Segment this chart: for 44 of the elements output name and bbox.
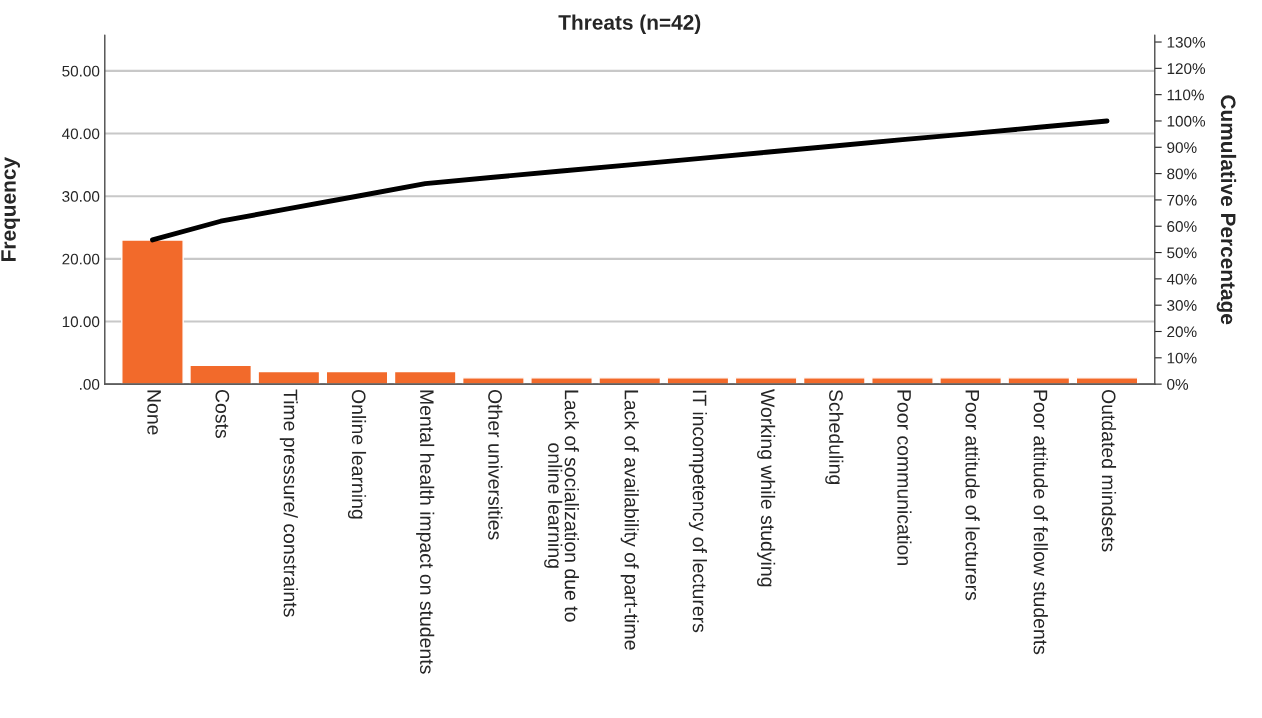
x-tick-label: Lack of availability of part-time — [620, 390, 639, 650]
y2-tick-label: 70% — [1167, 194, 1197, 206]
x-tick-label: Time pressure/ constraints — [279, 389, 298, 617]
y-tick-label: 40.00 — [62, 128, 100, 140]
y2-tick-label: 120% — [1167, 63, 1206, 75]
y2-tick-label: 110% — [1167, 89, 1204, 101]
x-tick-label: IT incompetency of lecturers — [688, 390, 707, 633]
y2-tick-label: 10% — [1167, 352, 1197, 364]
y2-tick-label: 130% — [1167, 36, 1206, 48]
y-tick-label: 10.00 — [62, 316, 100, 328]
bar — [121, 239, 184, 385]
y-tick-label: 20.00 — [62, 253, 100, 265]
y-tick-label: 50.00 — [62, 65, 100, 77]
x-tick-label: Lack of socialization due to online learning — [544, 390, 579, 622]
bar — [257, 370, 321, 385]
x-tick-label: Online learning — [347, 389, 367, 519]
y2-tick-label: 80% — [1167, 168, 1197, 180]
y2-tick-label: 60% — [1167, 221, 1197, 232]
y2-tick-label: 20% — [1167, 326, 1197, 338]
x-tick-label: Poor attitude of lecturers — [965, 390, 980, 601]
x-tick-label: Poor attitude of fellow students — [1033, 390, 1048, 655]
y2-axis-title: Cumulative Percentage — [1216, 95, 1237, 325]
x-tick-label: None — [147, 390, 161, 435]
x-tick-label: Other universities — [488, 389, 503, 540]
line-series — [150, 118, 1110, 243]
y2-tick-label: 30% — [1167, 300, 1197, 311]
y2-tick-label: 0% — [1167, 379, 1189, 390]
bar — [393, 370, 457, 385]
y2-tick-label: 50% — [1167, 247, 1197, 259]
y2-tick-label: 40% — [1166, 273, 1197, 285]
x-tick-label: Costs — [215, 389, 230, 438]
bar — [325, 370, 389, 385]
chart-title: Threats (n=42) — [558, 14, 701, 34]
y-tick-label: 30.00 — [62, 191, 100, 202]
y2-tick-label: 100% — [1167, 115, 1206, 127]
y2-tick-label: 90% — [1167, 142, 1197, 153]
y-tick-label: .00 — [80, 379, 100, 390]
x-tick-label: Working while studying — [757, 389, 776, 587]
y-axis-title: Frequency — [1, 157, 20, 261]
bar — [189, 364, 253, 385]
x-tick-label: Outdated mindsets — [1101, 389, 1117, 552]
x-tick-label: Mental health impact on students — [416, 390, 435, 674]
x-tick-label: Scheduling — [825, 389, 844, 484]
x-tick-label: Poor communication — [897, 390, 912, 565]
